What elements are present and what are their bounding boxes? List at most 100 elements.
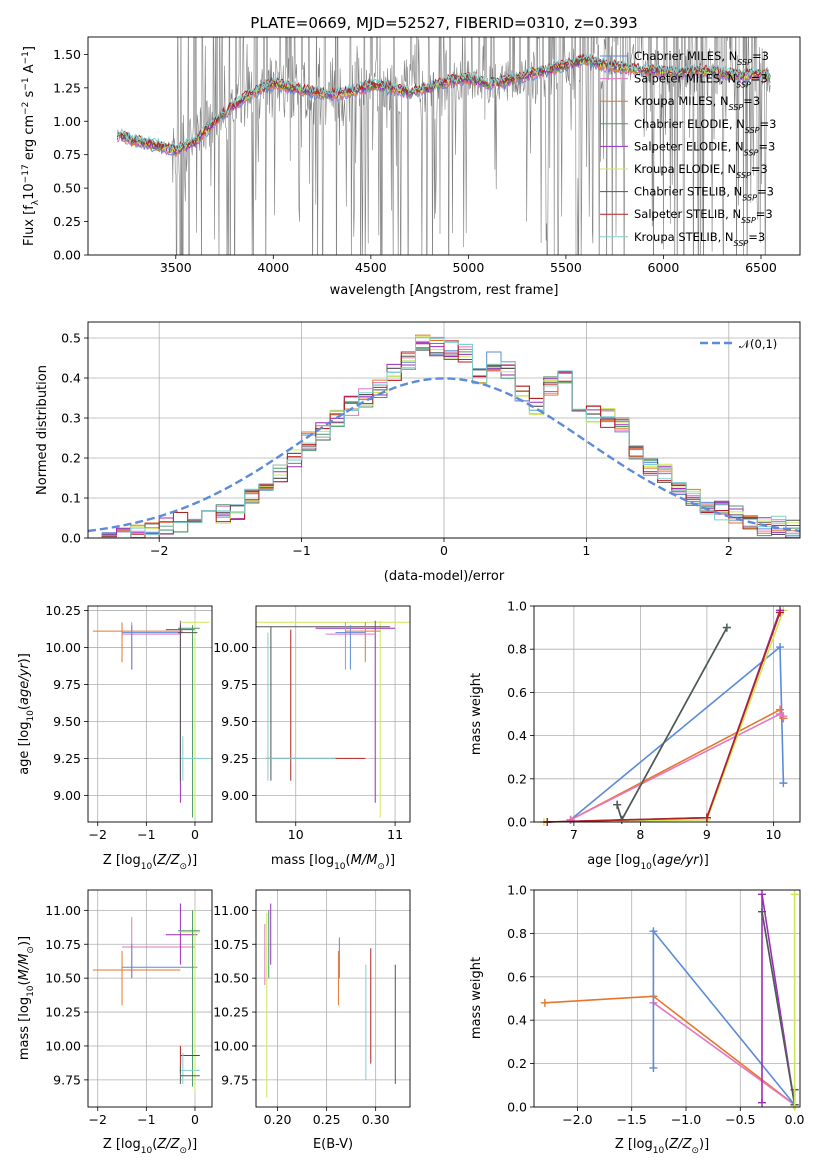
weight_vs_Z-xtick-label: 0.0 xyxy=(785,1112,805,1127)
legend-label-gaussian: 𝒩(0,1) xyxy=(739,337,777,351)
weight_vs_age-ytick-label: 0.6 xyxy=(507,685,527,700)
weight-line-salpeter_miles xyxy=(570,713,784,821)
weightZ-xlabel: Z [log10(Z/Z⊙)] xyxy=(615,1137,709,1156)
residuals-frame xyxy=(87,321,801,539)
age_vs_Z-frame xyxy=(87,605,213,823)
weight_vs_age-ytick-label: 0.2 xyxy=(507,771,527,786)
spectrum-xtick-label: 5500 xyxy=(550,260,582,275)
weight_vs_Z-xtick-label: −0.5 xyxy=(725,1112,755,1127)
residuals-plot xyxy=(88,334,800,538)
model-spectrum-kroupa_stelib xyxy=(117,52,771,152)
massZ-xlabel: Z [log10(Z/Z⊙)] xyxy=(103,1137,197,1156)
weight_vs_age-ytick-label: 0.4 xyxy=(507,728,527,743)
residuals-xtick-label: 2 xyxy=(725,543,733,558)
mass_vs_ebv-ytick-label: 10.75 xyxy=(213,937,249,952)
spectrum-xtick-label: 3500 xyxy=(160,260,192,275)
spectrum-xtick-label: 6000 xyxy=(648,260,680,275)
age_vs_mass-frame xyxy=(255,605,411,823)
weight-line-kroupa_miles xyxy=(544,995,796,1106)
gaussian-reference-line xyxy=(88,377,800,533)
weight-line-kroupa_elodie xyxy=(543,610,785,823)
residuals-ytick-label: 0.2 xyxy=(61,451,81,466)
spectrum-ytick-label: 1.25 xyxy=(53,80,81,95)
legend-label-salpeter_stelib: Salpeter STELIB, NSSP=3 xyxy=(634,207,773,225)
weight-marker-chabrier_stelib xyxy=(758,907,766,916)
legend-label-chabrier_elodie: Chabrier ELODIE, NSSP=3 xyxy=(634,117,776,135)
weight-line-chabrier_miles xyxy=(570,645,785,821)
weight-marker-salpeter_stelib xyxy=(776,608,785,617)
mass_vs_ebv-ytick-label: 9.75 xyxy=(221,1072,249,1087)
weight-marker-chabrier_miles xyxy=(649,927,658,936)
age_vs_Z-ytick-label: 9.50 xyxy=(53,714,81,729)
weight-marker-salpeter_elodie xyxy=(758,890,766,899)
spectrum-ytick-label: 0.75 xyxy=(53,147,81,162)
legend-label-kroupa_elodie: Kroupa ELODIE, NSSP=3 xyxy=(634,162,768,180)
spectrum-xtick-label: 6500 xyxy=(745,260,777,275)
weightZ-ylabel: mass weight xyxy=(469,957,484,1039)
spectrum-xlabel: wavelength [Angstrom, rest frame] xyxy=(330,283,559,298)
age_vs_mass-axes xyxy=(256,606,410,822)
spectrum-ytick-label: 1.00 xyxy=(53,114,81,129)
weightAge-xlabel: age [log10(age/yr)] xyxy=(587,853,709,872)
weight-marker-salpeter_elodie xyxy=(758,1098,766,1107)
spectrum-frame xyxy=(87,36,801,256)
weight_vs_Z-ytick-label: 0.6 xyxy=(507,969,527,984)
age_vs_mass-ytick-label: 9.00 xyxy=(221,788,249,803)
spectrum-ytick-label: 0.25 xyxy=(53,214,81,229)
mass_vs_Z-xtick-label: 0 xyxy=(191,1112,199,1127)
legend-label-kroupa_miles: Kroupa MILES, NSSP=3 xyxy=(634,94,760,112)
weight_vs_Z-frame xyxy=(533,889,801,1108)
mass_vs_ebv-xtick-label: 0.30 xyxy=(362,1112,390,1127)
weight_vs_Z-xtick-label: −1.0 xyxy=(671,1112,701,1127)
age_vs_Z-ytick-label: 10.00 xyxy=(45,640,81,655)
weight-marker-salpeter_stelib xyxy=(702,813,711,822)
age_vs_mass-plot xyxy=(256,620,410,818)
spectrum-xtick-label: 5000 xyxy=(452,260,484,275)
residuals-xtick-label: 0 xyxy=(440,543,448,558)
spectrum-xtick-label: 4500 xyxy=(355,260,387,275)
legend-label-chabrier_stelib: Chabrier STELIB, NSSP=3 xyxy=(634,185,774,203)
weightAge-ylabel: mass weight xyxy=(469,673,484,755)
legend-label-salpeter_miles: Salpeter MILES, NSSP=3 xyxy=(634,72,768,90)
age_vs_mass-ytick-label: 9.75 xyxy=(221,677,249,692)
mass_vs_ebv-plot xyxy=(264,903,396,1098)
residuals-xtick-label: 1 xyxy=(582,543,590,558)
weight_vs_Z-ytick-label: 1.0 xyxy=(507,883,527,898)
weight_vs_Z-ytick-label: 0.0 xyxy=(507,1100,527,1115)
weight_vs_Z-plot xyxy=(540,890,799,1111)
mass_vs_ebv-frame xyxy=(255,889,411,1108)
weight_vs_age-xtick-label: 7 xyxy=(570,827,578,842)
mass_vs_Z-ytick-label: 10.25 xyxy=(45,1005,81,1020)
age_vs_Z-ytick-label: 9.75 xyxy=(53,677,81,692)
residuals-ytick-label: 0.1 xyxy=(61,491,81,506)
legend-label-kroupa_stelib: Kroupa STELIB, NSSP=3 xyxy=(634,230,765,248)
weight-marker-kroupa_elodie xyxy=(790,890,799,899)
ageZ-ylabel: age [log10(age/yr)] xyxy=(17,653,36,775)
mass_vs_Z-axes xyxy=(88,890,212,1107)
age_vs_Z-xtick-label: −2 xyxy=(89,827,107,842)
mass_vs_ebv-ytick-label: 10.50 xyxy=(213,971,249,986)
residuals-xtick-label: −2 xyxy=(150,543,168,558)
residual-histogram-kroupa_stelib xyxy=(88,337,800,538)
mass_vs_ebv-axes xyxy=(256,890,410,1107)
weight_vs_age-ytick-label: 0.0 xyxy=(507,815,527,830)
mass_vs_Z-ytick-label: 11.00 xyxy=(45,903,81,918)
weight-marker-chabrier_miles xyxy=(779,779,788,788)
observed-spectrum-line xyxy=(117,37,771,255)
mass_vs_Z-ytick-label: 10.00 xyxy=(45,1038,81,1053)
weight_vs_Z-ytick-label: 0.8 xyxy=(507,926,527,941)
age_vs_mass-xtick-label: 11 xyxy=(387,827,403,842)
weight-line-chabrier_stelib xyxy=(761,911,796,1105)
weight_vs_age-xtick-label: 10 xyxy=(765,827,781,842)
massEbv-xlabel: E(B-V) xyxy=(313,1137,353,1152)
mass_vs_Z-frame xyxy=(87,889,213,1108)
weight_vs_age-plot xyxy=(539,606,788,826)
age_vs_Z-xtick-label: 0 xyxy=(191,827,199,842)
weight_vs_age-ytick-label: 0.8 xyxy=(507,642,527,657)
age_vs_Z-plot xyxy=(92,620,210,818)
mass_vs_ebv-xtick-label: 0.20 xyxy=(264,1112,292,1127)
mass_vs_Z-xtick-label: −1 xyxy=(137,1112,155,1127)
weight_vs_Z-axes xyxy=(534,889,800,1108)
residuals-ytick-label: 0.0 xyxy=(61,531,81,546)
age_vs_mass-ytick-label: 9.25 xyxy=(221,751,249,766)
